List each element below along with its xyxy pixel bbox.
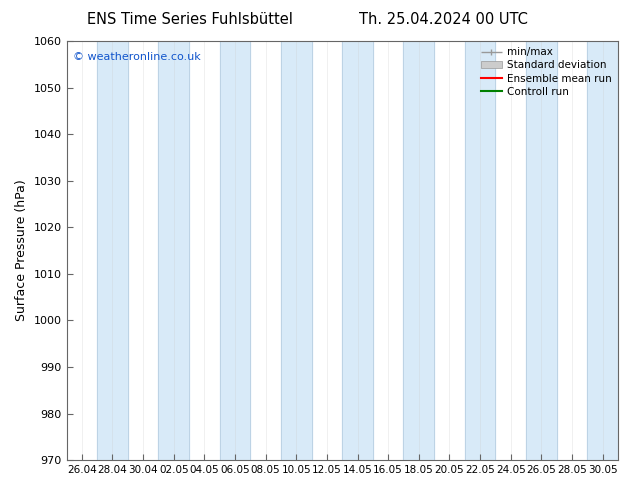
Bar	[281, 41, 311, 460]
Text: Th. 25.04.2024 00 UTC: Th. 25.04.2024 00 UTC	[359, 12, 528, 27]
Bar	[403, 41, 434, 460]
Y-axis label: Surface Pressure (hPa): Surface Pressure (hPa)	[15, 180, 28, 321]
Bar	[219, 41, 250, 460]
Bar	[465, 41, 495, 460]
Text: ENS Time Series Fuhlsbüttel: ENS Time Series Fuhlsbüttel	[87, 12, 293, 27]
Bar	[158, 41, 189, 460]
Bar	[526, 41, 557, 460]
Legend: min/max, Standard deviation, Ensemble mean run, Controll run: min/max, Standard deviation, Ensemble me…	[477, 43, 616, 101]
Bar	[342, 41, 373, 460]
Bar	[97, 41, 128, 460]
Text: © weatheronline.co.uk: © weatheronline.co.uk	[73, 51, 201, 62]
Bar	[587, 41, 618, 460]
